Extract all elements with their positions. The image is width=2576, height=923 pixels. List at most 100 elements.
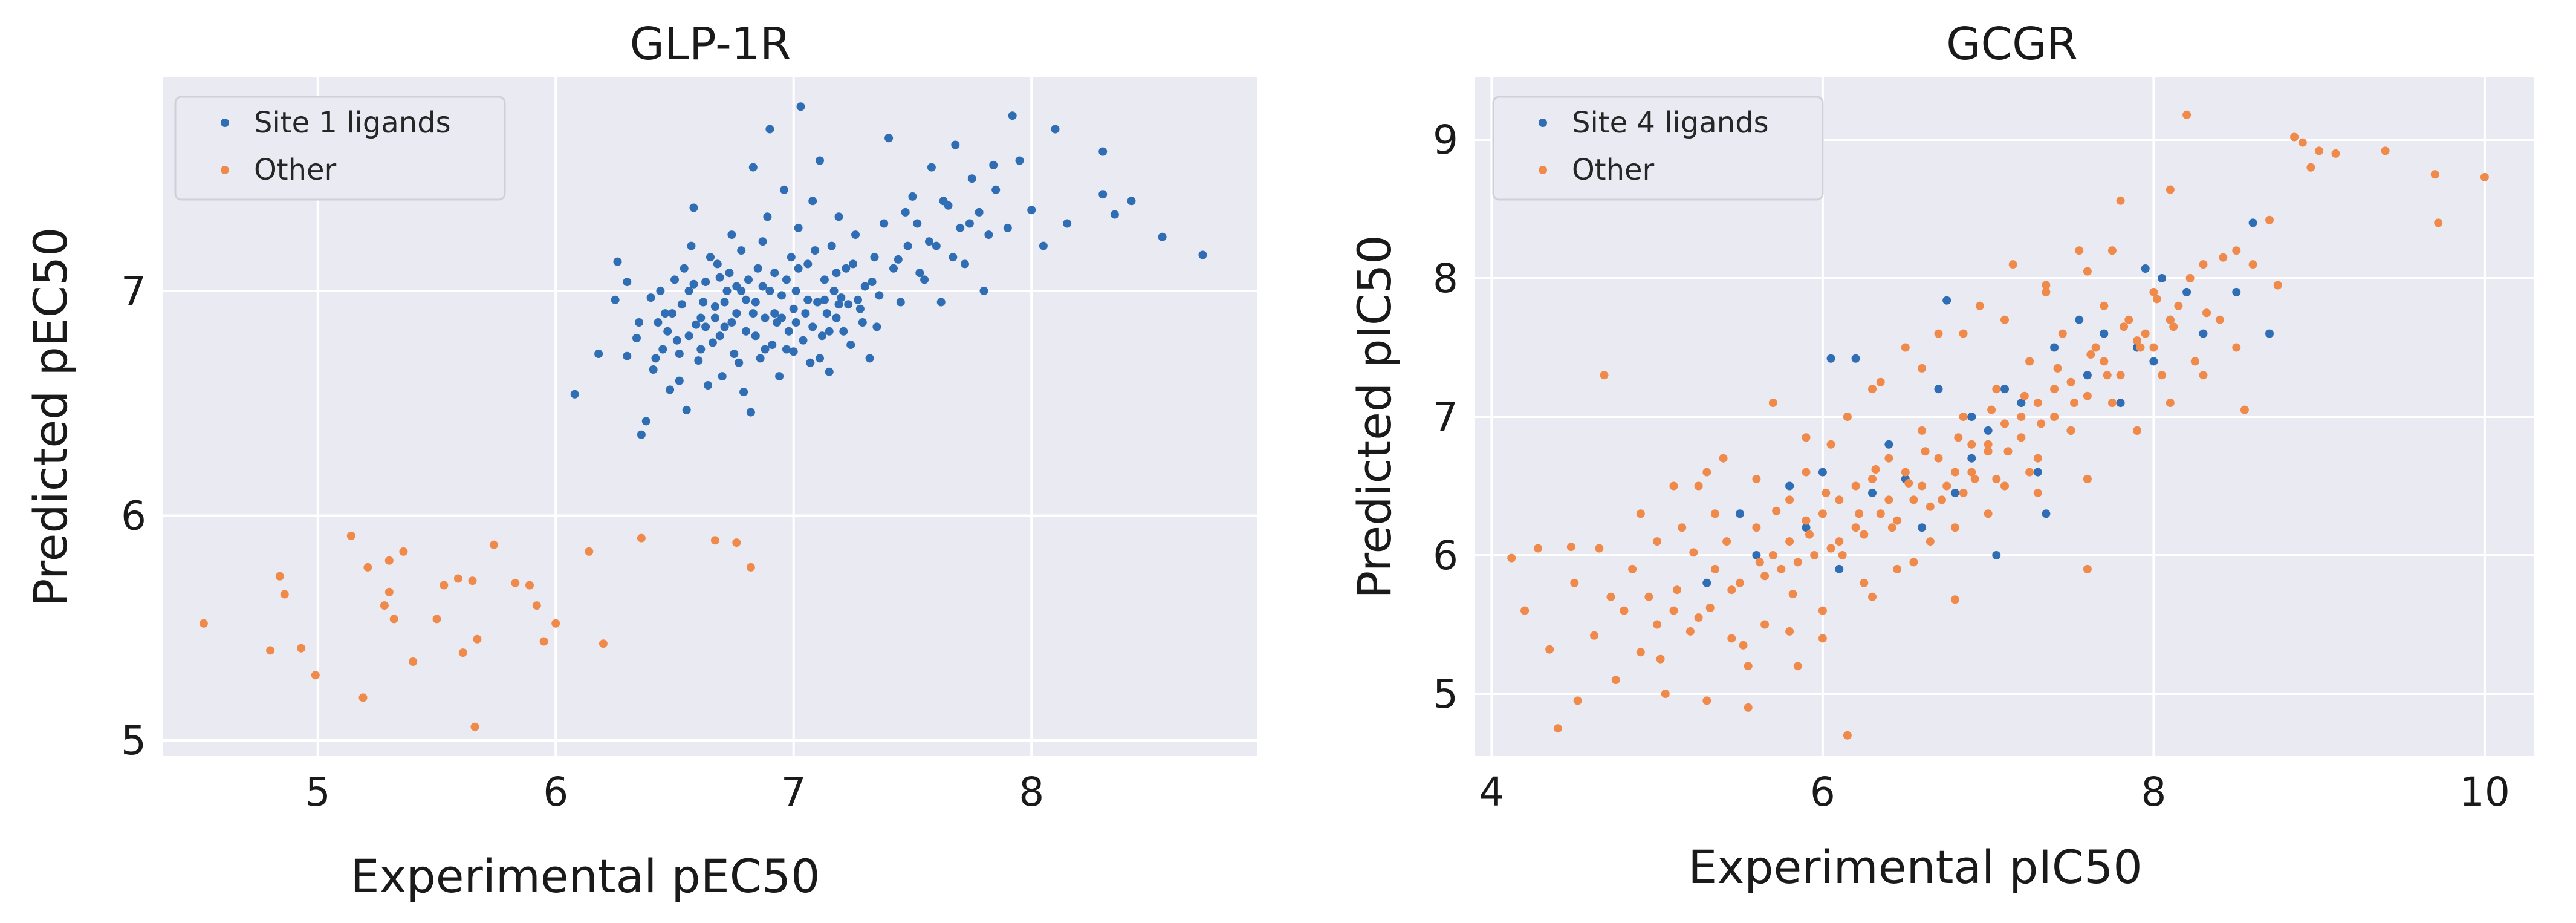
other-point bbox=[473, 634, 482, 644]
other-point bbox=[2166, 315, 2175, 324]
legend-marker-site bbox=[1539, 119, 1547, 127]
site-point bbox=[2248, 218, 2257, 227]
other-point bbox=[2298, 138, 2307, 147]
site-point bbox=[751, 331, 760, 341]
site-point bbox=[827, 241, 836, 250]
x-tick-label: 5 bbox=[305, 769, 331, 815]
other-point bbox=[2381, 146, 2390, 155]
y-tick-label: 9 bbox=[1433, 117, 1458, 163]
other-point bbox=[1975, 301, 1984, 310]
other-point bbox=[199, 619, 208, 628]
other-point bbox=[1636, 509, 1645, 518]
other-point bbox=[2017, 413, 2026, 421]
y-tick-label: 7 bbox=[121, 268, 146, 315]
site-point bbox=[1158, 232, 1167, 241]
x-axis-label: Experimental pEC50 bbox=[351, 849, 820, 903]
y-tick-label: 6 bbox=[121, 492, 146, 539]
other-point bbox=[1768, 399, 1777, 408]
site-point bbox=[758, 282, 767, 291]
other-point bbox=[2240, 405, 2249, 414]
site-point bbox=[915, 269, 924, 278]
other-point bbox=[2050, 385, 2059, 394]
other-point bbox=[1678, 523, 1687, 532]
site-point bbox=[710, 313, 719, 322]
y-tick-labels: 5 6 7 8 9 bbox=[1433, 117, 1458, 717]
site-point bbox=[2017, 399, 2026, 408]
other-point bbox=[1860, 530, 1869, 539]
site-point bbox=[2265, 329, 2274, 338]
other-point bbox=[2107, 399, 2117, 408]
other-point bbox=[1590, 631, 1599, 640]
other-point bbox=[384, 556, 394, 565]
other-point bbox=[2166, 399, 2175, 408]
site-point bbox=[1818, 468, 1827, 477]
site-point bbox=[837, 293, 846, 302]
other-point bbox=[1788, 590, 1797, 599]
other-point bbox=[1752, 475, 1761, 483]
other-point bbox=[2265, 215, 2274, 224]
other-point bbox=[409, 657, 418, 666]
site-point bbox=[718, 372, 727, 381]
site-point bbox=[1039, 241, 1048, 250]
x-tick-labels: 4 6 8 10 bbox=[1479, 769, 2509, 815]
site-point bbox=[839, 327, 848, 336]
site-point bbox=[763, 212, 772, 221]
site-point bbox=[956, 223, 965, 232]
site-point bbox=[844, 300, 853, 309]
x-tick-label: 8 bbox=[2141, 769, 2166, 815]
legend-entry-site: Site 4 ligands bbox=[1572, 106, 1769, 140]
site-point bbox=[737, 286, 746, 295]
other-point bbox=[432, 615, 441, 624]
site-point bbox=[720, 298, 729, 307]
other-point bbox=[1736, 578, 1744, 587]
site-point bbox=[1110, 210, 1119, 219]
other-point bbox=[532, 601, 541, 610]
other-point bbox=[1656, 654, 1665, 664]
other-point bbox=[1620, 606, 1629, 615]
other-point bbox=[2185, 274, 2195, 282]
site-point bbox=[646, 293, 655, 302]
site-point bbox=[675, 350, 684, 358]
other-point bbox=[2033, 399, 2042, 408]
other-point bbox=[525, 581, 534, 590]
site-point bbox=[1198, 250, 1207, 259]
y-tick-label: 8 bbox=[1433, 255, 1458, 302]
site-point bbox=[656, 286, 665, 295]
site-point bbox=[742, 327, 750, 336]
site-point bbox=[641, 417, 650, 426]
other-point bbox=[1661, 690, 1670, 698]
site-point bbox=[713, 259, 722, 269]
site-point bbox=[732, 309, 741, 318]
site-point bbox=[684, 331, 693, 341]
other-point bbox=[1739, 641, 1748, 650]
other-point bbox=[1868, 385, 1877, 394]
other-point bbox=[2008, 260, 2017, 269]
site-point bbox=[791, 318, 800, 327]
other-point bbox=[1702, 696, 1711, 705]
other-point bbox=[1644, 592, 1653, 601]
site-point bbox=[780, 185, 788, 194]
site-point bbox=[822, 309, 831, 318]
site-point bbox=[756, 354, 765, 363]
other-point bbox=[2136, 343, 2145, 352]
other-point bbox=[1673, 585, 1681, 595]
site-point bbox=[701, 322, 710, 331]
site-point bbox=[832, 269, 841, 278]
y-tick-label: 5 bbox=[1433, 671, 1458, 717]
other-point bbox=[2058, 329, 2067, 338]
other-point bbox=[1887, 523, 1896, 532]
other-point bbox=[470, 722, 479, 731]
site-point bbox=[680, 264, 689, 273]
other-point bbox=[2141, 329, 2150, 338]
site-point bbox=[765, 286, 774, 295]
x-tick-labels: 5 6 7 8 bbox=[305, 769, 1044, 815]
other-point bbox=[1959, 329, 1968, 338]
site-point bbox=[834, 212, 843, 221]
x-tick-label: 6 bbox=[1810, 769, 1835, 815]
site-point bbox=[870, 253, 879, 262]
other-point bbox=[1851, 523, 1860, 532]
other-point bbox=[440, 581, 449, 590]
other-point bbox=[384, 587, 394, 596]
site-point bbox=[727, 230, 736, 240]
